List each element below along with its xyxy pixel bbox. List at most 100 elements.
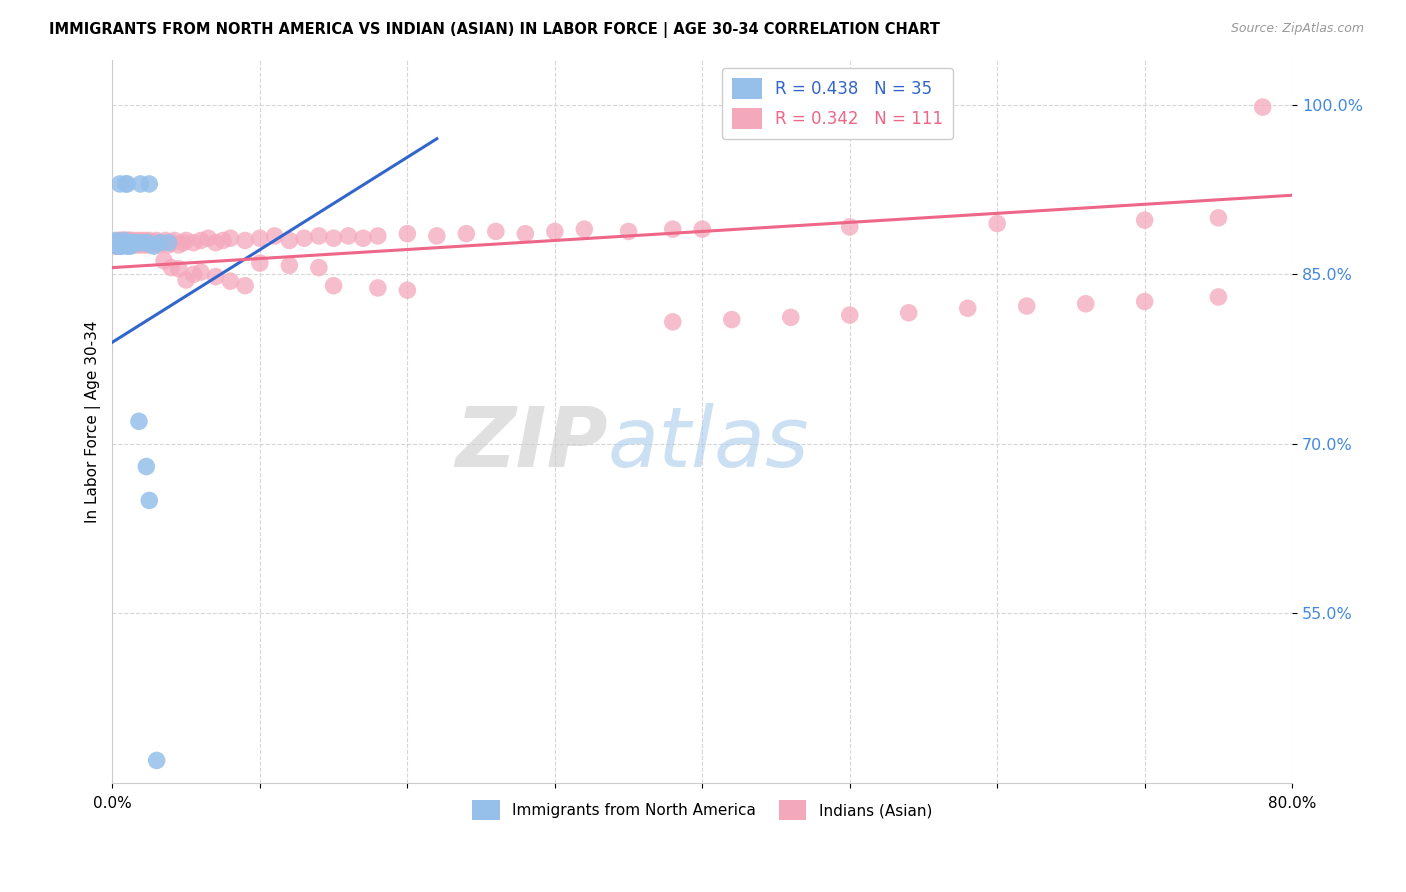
Point xyxy=(117,234,139,248)
Point xyxy=(219,231,242,245)
Point xyxy=(120,239,142,253)
Point xyxy=(160,235,183,250)
Point xyxy=(157,238,180,252)
Point xyxy=(160,260,183,275)
Point xyxy=(129,234,152,248)
Point xyxy=(121,238,143,252)
Point xyxy=(131,238,153,252)
Point xyxy=(134,235,156,250)
Point xyxy=(149,235,172,250)
Point xyxy=(779,310,801,325)
Point xyxy=(105,239,128,253)
Point xyxy=(183,235,205,250)
Text: 80.0%: 80.0% xyxy=(1268,796,1316,811)
Point xyxy=(897,306,920,320)
Point xyxy=(110,234,132,248)
Point xyxy=(1133,213,1156,227)
Point xyxy=(145,234,167,248)
Point xyxy=(122,238,145,252)
Point xyxy=(367,281,389,295)
Point xyxy=(174,234,197,248)
Point xyxy=(485,224,508,238)
Point xyxy=(1208,290,1230,304)
Point xyxy=(112,235,135,250)
Point xyxy=(120,238,142,252)
Point xyxy=(167,261,190,276)
Point xyxy=(278,258,301,272)
Point xyxy=(138,177,160,191)
Point xyxy=(720,312,742,326)
Point xyxy=(115,238,138,252)
Point xyxy=(112,238,135,252)
Point xyxy=(352,231,374,245)
Point xyxy=(103,235,125,250)
Point xyxy=(104,238,127,252)
Point xyxy=(163,234,186,248)
Point xyxy=(110,239,132,253)
Point xyxy=(104,234,127,248)
Point xyxy=(122,235,145,250)
Point xyxy=(396,283,419,297)
Point xyxy=(1133,294,1156,309)
Point xyxy=(125,234,148,248)
Point xyxy=(103,238,125,252)
Point xyxy=(337,229,360,244)
Point xyxy=(127,238,149,252)
Point xyxy=(117,239,139,253)
Point xyxy=(197,231,219,245)
Point xyxy=(129,177,152,191)
Point xyxy=(128,414,150,428)
Point xyxy=(263,229,285,244)
Point xyxy=(114,238,136,252)
Point xyxy=(128,235,150,250)
Point xyxy=(233,278,256,293)
Point xyxy=(456,227,478,241)
Point xyxy=(115,177,138,191)
Point xyxy=(107,238,129,252)
Point xyxy=(1251,100,1274,114)
Point xyxy=(135,238,157,252)
Point xyxy=(149,238,172,252)
Point xyxy=(139,238,162,252)
Point xyxy=(115,239,138,253)
Point xyxy=(108,238,131,252)
Point xyxy=(108,234,131,248)
Point xyxy=(838,308,860,322)
Point xyxy=(138,493,160,508)
Point xyxy=(167,238,190,252)
Point xyxy=(249,256,271,270)
Point xyxy=(104,239,127,253)
Point xyxy=(103,235,125,250)
Point xyxy=(662,315,685,329)
Point xyxy=(157,235,180,250)
Point xyxy=(174,273,197,287)
Point xyxy=(155,234,177,248)
Point xyxy=(322,231,344,245)
Point xyxy=(204,235,226,250)
Point xyxy=(396,227,419,241)
Point xyxy=(107,239,129,253)
Point xyxy=(107,235,129,250)
Point xyxy=(145,754,167,768)
Point xyxy=(1208,211,1230,225)
Point xyxy=(134,234,156,248)
Point xyxy=(308,229,330,244)
Point xyxy=(190,265,212,279)
Point xyxy=(136,235,159,250)
Point xyxy=(121,235,143,250)
Point xyxy=(121,234,143,248)
Point xyxy=(107,234,129,248)
Legend: Immigrants from North America, Indians (Asian): Immigrants from North America, Indians (… xyxy=(467,794,938,826)
Point xyxy=(153,253,176,268)
Point xyxy=(986,217,1008,231)
Point xyxy=(152,235,174,250)
Point xyxy=(125,235,148,250)
Point xyxy=(278,234,301,248)
Point xyxy=(110,238,132,252)
Point xyxy=(115,234,138,248)
Text: ZIP: ZIP xyxy=(456,402,607,483)
Text: IMMIGRANTS FROM NORTH AMERICA VS INDIAN (ASIAN) IN LABOR FORCE | AGE 30-34 CORRE: IMMIGRANTS FROM NORTH AMERICA VS INDIAN … xyxy=(49,22,941,38)
Point xyxy=(212,234,235,248)
Point xyxy=(112,234,135,248)
Point xyxy=(120,234,142,248)
